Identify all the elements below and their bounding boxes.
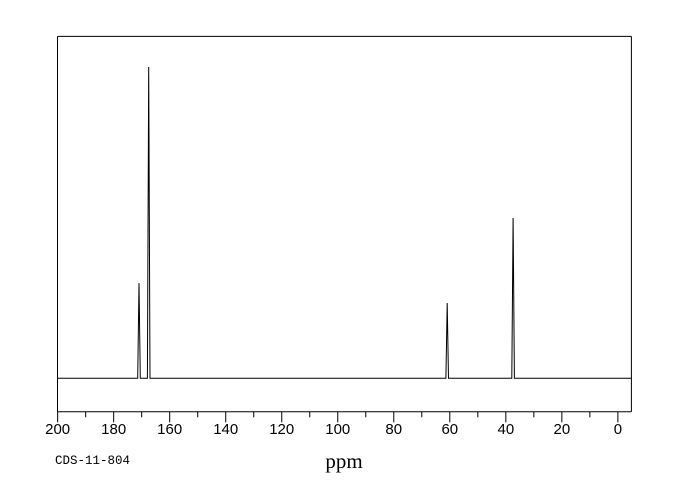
svg-text:40: 40 [497,421,514,438]
svg-text:140: 140 [213,421,238,438]
svg-text:ppm: ppm [325,449,362,473]
svg-text:160: 160 [157,421,182,438]
svg-text:120: 120 [269,421,294,438]
svg-text:100: 100 [325,421,350,438]
svg-text:60: 60 [441,421,458,438]
svg-text:20: 20 [554,421,571,438]
svg-text:0: 0 [614,421,622,438]
svg-text:200: 200 [45,421,70,438]
svg-text:CDS-11-804: CDS-11-804 [55,454,130,468]
svg-text:80: 80 [385,421,402,438]
svg-text:180: 180 [101,421,126,438]
